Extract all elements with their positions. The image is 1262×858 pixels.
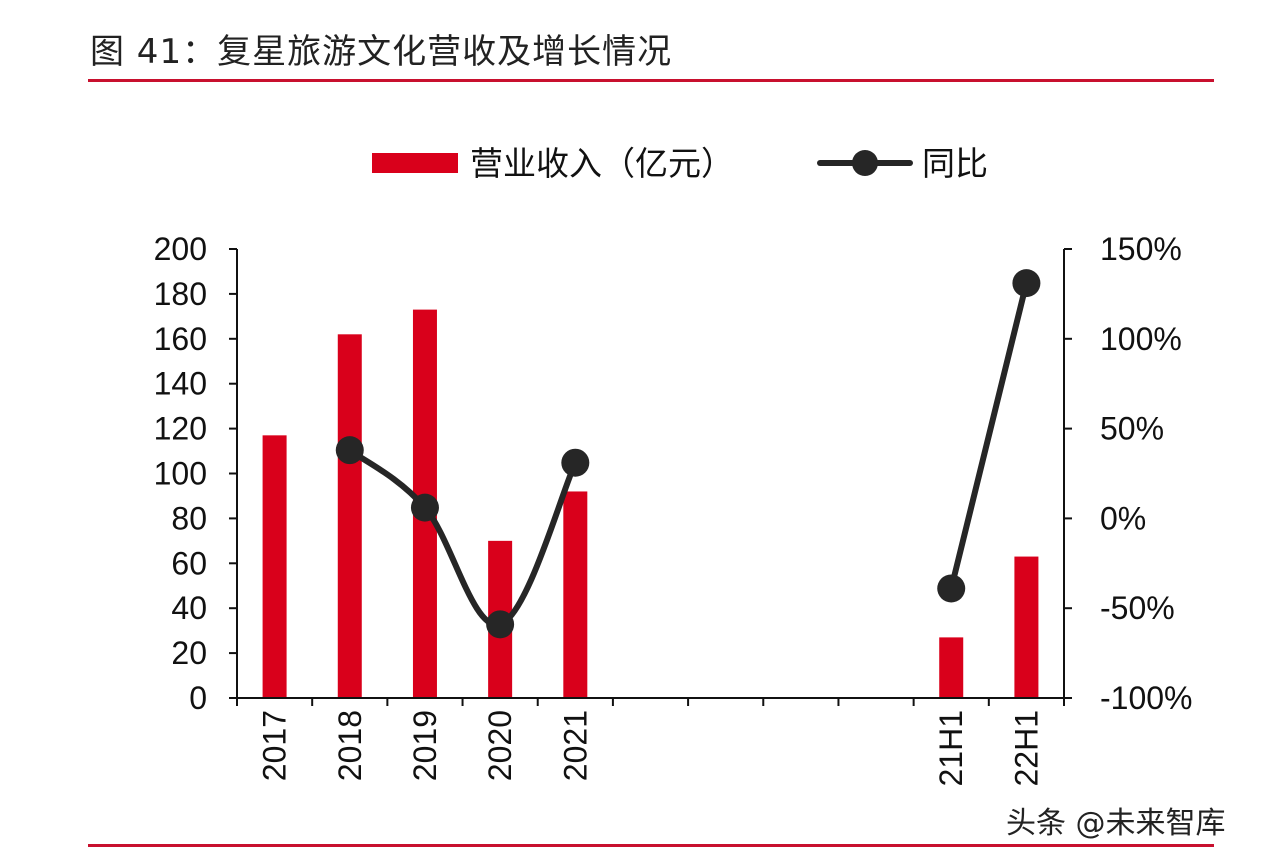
- line-series: [335, 269, 1041, 639]
- bar-2021: [563, 491, 588, 698]
- left-tick-label: 140: [154, 366, 207, 402]
- bar-2018: [337, 334, 362, 698]
- bottom-rule: [88, 844, 1214, 847]
- right-tick-label: 150%: [1100, 231, 1182, 267]
- watermark: 头条 @未来智库: [1006, 806, 1226, 841]
- x-tick-label: 21H1: [933, 710, 969, 787]
- x-tick-label: 2017: [257, 710, 293, 781]
- right-tick-label: 50%: [1100, 411, 1164, 447]
- x-tick-label: 2020: [482, 710, 518, 781]
- figure-title: 图 41：复星旅游文化营收及增长情况: [90, 32, 673, 72]
- x-tick-label: 2019: [407, 710, 443, 781]
- legend: 营业收入（亿元） 同比: [372, 144, 988, 183]
- yoy-point-2020: [486, 610, 515, 639]
- bar-2017: [262, 435, 287, 698]
- right-tick-label: 0%: [1100, 500, 1146, 536]
- yoy-line: [346, 447, 579, 628]
- left-tick-label: 160: [154, 321, 207, 357]
- yoy-point-21H1: [937, 574, 966, 603]
- bar-series: [262, 309, 1039, 698]
- yoy-point-2019: [410, 493, 439, 522]
- left-tick-label: 0: [189, 680, 207, 716]
- bar-22H1: [1014, 556, 1039, 698]
- axes: 0 20 40 60 80 100 120 140 160 180 200 -100% -50% 0% 50…: [154, 231, 1193, 787]
- left-tick-label: 120: [154, 411, 207, 447]
- x-tick-label: 22H1: [1008, 710, 1044, 787]
- bar-21H1: [939, 637, 964, 698]
- legend-swatch-marker: [852, 150, 878, 176]
- left-tick-label: 20: [171, 635, 207, 671]
- legend-label-revenue: 营业收入（亿元）: [470, 144, 734, 183]
- left-tick-label: 200: [154, 231, 207, 267]
- left-tick-label: 60: [171, 545, 207, 581]
- left-tick-label: 180: [154, 276, 207, 312]
- right-tick-label: -50%: [1100, 590, 1175, 626]
- yoy-line: [948, 280, 1030, 592]
- right-tick-label: -100%: [1100, 680, 1193, 716]
- legend-swatch-revenue: [372, 153, 458, 173]
- top-rule: [88, 79, 1214, 82]
- left-tick-label: 80: [171, 500, 207, 536]
- yoy-point-2018: [335, 436, 364, 465]
- yoy-point-2021: [561, 448, 590, 477]
- left-tick-label: 100: [154, 456, 207, 492]
- yoy-point-22H1: [1012, 269, 1041, 298]
- left-tick-label: 40: [171, 590, 207, 626]
- right-tick-label: 100%: [1100, 321, 1182, 357]
- x-tick-label: 2021: [557, 710, 593, 781]
- x-tick-label: 2018: [332, 710, 368, 781]
- legend-label-yoy: 同比: [922, 144, 988, 183]
